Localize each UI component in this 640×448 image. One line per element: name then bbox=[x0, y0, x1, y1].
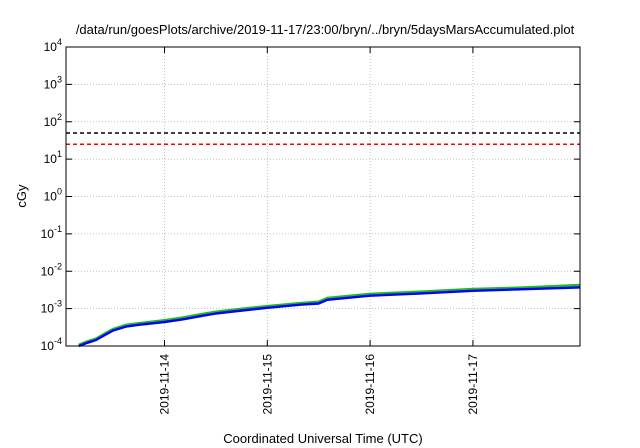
y-tick-exponent: -1 bbox=[54, 224, 62, 234]
plot-area bbox=[66, 47, 580, 346]
y-tick-exponent: 2 bbox=[57, 112, 62, 122]
y-tick-exponent: 4 bbox=[57, 37, 62, 47]
y-tick-exponent: 3 bbox=[57, 74, 62, 84]
y-tick-label: 10-3 bbox=[41, 299, 62, 316]
y-tick-base: 10 bbox=[41, 264, 55, 278]
y-tick-base: 10 bbox=[44, 190, 58, 204]
y-axis-label: cGy bbox=[14, 184, 29, 208]
y-tick-base: 10 bbox=[44, 40, 58, 54]
y-tick-exponent: 1 bbox=[57, 149, 62, 159]
series-line-1 bbox=[78, 286, 581, 348]
series-group bbox=[78, 283, 581, 348]
x-tick-label: 2019-11-17 bbox=[466, 354, 480, 415]
chart-title: /data/run/goesPlots/archive/2019-11-17/2… bbox=[76, 22, 575, 37]
x-tick-label: 2019-11-16 bbox=[363, 354, 377, 415]
y-tick-exponent: -2 bbox=[54, 261, 62, 271]
y-tick-base: 10 bbox=[41, 302, 55, 316]
y-tick-base: 10 bbox=[41, 227, 55, 241]
y-tick-label: 103 bbox=[44, 74, 62, 91]
reference-lines bbox=[66, 132, 580, 146]
x-axis: 2019-11-14 2019-11-15 2019-11-16 2019-11-17 bbox=[158, 47, 480, 415]
y-tick-base: 10 bbox=[44, 115, 58, 129]
x-tick-label: 2019-11-14 bbox=[158, 354, 172, 415]
y-tick-exponent: -3 bbox=[54, 299, 62, 309]
y-tick-base: 10 bbox=[44, 77, 58, 91]
y-tick-exponent: -4 bbox=[54, 336, 62, 346]
y-tick-base: 10 bbox=[41, 339, 55, 353]
y-tick-base: 10 bbox=[44, 152, 58, 166]
x-axis-label: Coordinated Universal Time (UTC) bbox=[223, 431, 422, 446]
y-tick-label: 101 bbox=[44, 149, 62, 166]
y-tick-label: 104 bbox=[44, 37, 62, 54]
y-tick-exponent: 0 bbox=[57, 187, 62, 197]
y-tick-label: 102 bbox=[44, 112, 62, 129]
x-tick-label: 2019-11-15 bbox=[260, 354, 274, 415]
y-tick-label: 10-2 bbox=[41, 261, 62, 278]
y-tick-label: 10-4 bbox=[41, 336, 62, 353]
y-tick-label: 100 bbox=[44, 187, 62, 204]
y-tick-label: 10-1 bbox=[41, 224, 62, 241]
